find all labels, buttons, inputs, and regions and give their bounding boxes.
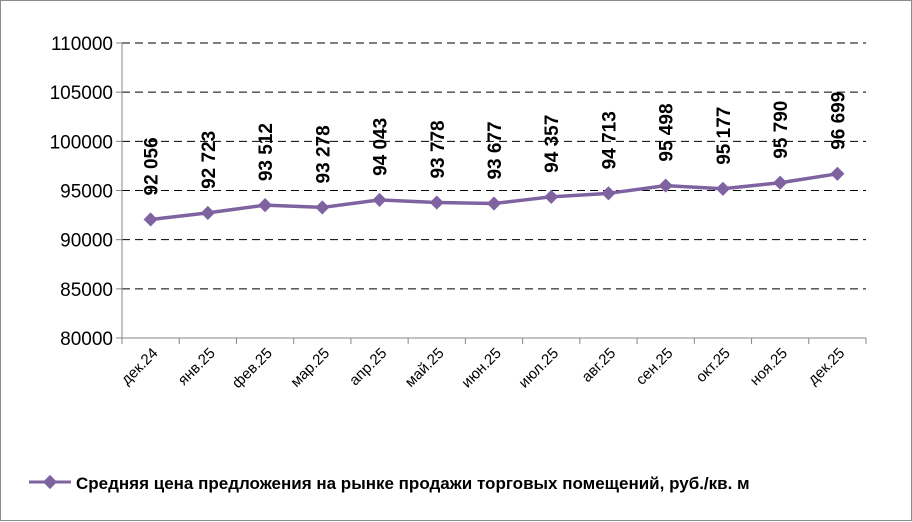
data-label: 94 043 [371, 118, 392, 176]
data-label: 96 699 [828, 92, 849, 150]
y-tick-label: 105000 [50, 83, 113, 104]
data-label: 93 512 [256, 123, 277, 181]
x-tick-label: окт.25 [693, 345, 734, 386]
data-point-marker [372, 192, 387, 207]
x-tick-label: сен.25 [633, 345, 677, 389]
data-label: 95 177 [714, 107, 735, 165]
data-label: 93 278 [313, 125, 334, 183]
x-axis: дек.24 янв.25 фев.25 мар.25 апр.25 май.25 июн.… [118, 337, 867, 392]
data-point-marker [773, 175, 788, 190]
y-tick-label: 90000 [60, 231, 113, 252]
y-tick-label: 100000 [50, 132, 113, 153]
data-point-marker [544, 189, 559, 204]
data-label: 94 713 [599, 111, 620, 169]
x-tick-label: ноя.25 [747, 345, 791, 389]
data-point-marker [315, 200, 330, 215]
x-tick-label: июл.25 [515, 345, 562, 392]
x-tick-label: дек.24 [118, 345, 161, 388]
legend: Средняя цена предложения на рынке продаж… [29, 474, 750, 493]
data-point-marker [143, 212, 158, 227]
legend-diamond-marker [42, 474, 58, 490]
data-labels: 92 056 92 723 93 512 93 278 94 043 93 778 93 6… [142, 92, 850, 196]
data-point-marker [258, 198, 273, 213]
legend-label: Средняя цена предложения на рынке продаж… [76, 474, 750, 493]
data-label: 92 056 [142, 137, 163, 195]
data-point-marker [658, 178, 673, 193]
y-axis: 80000 85000 90000 95000 100000 105000 110000 [50, 34, 123, 350]
gridlines [122, 42, 866, 290]
data-point-marker [830, 166, 845, 181]
x-tick-label: июн.25 [458, 345, 505, 392]
y-tick-label: 95000 [60, 182, 113, 203]
x-tick-label: дек.25 [805, 345, 848, 388]
data-point-marker [601, 186, 616, 201]
data-point-marker [429, 195, 444, 210]
x-tick-label: янв.25 [175, 345, 219, 389]
data-label: 95 790 [771, 101, 792, 159]
data-label: 93 778 [428, 120, 449, 178]
y-tick-label: 85000 [60, 280, 113, 301]
data-point-marker [715, 181, 730, 196]
data-label: 95 498 [657, 103, 678, 161]
x-tick-label: фев.25 [229, 345, 276, 392]
series-line [143, 166, 845, 227]
data-label: 93 677 [485, 121, 506, 179]
y-tick-label: 80000 [60, 329, 113, 350]
x-tick-label: авг.25 [578, 345, 619, 386]
data-point-marker [486, 196, 502, 211]
x-tick-label: мар.25 [287, 345, 333, 391]
data-point-marker [200, 205, 215, 220]
x-tick-label: май.25 [402, 345, 448, 391]
y-tick-label: 110000 [51, 34, 113, 55]
x-tick-label: апр.25 [346, 345, 390, 389]
data-label: 92 723 [199, 131, 220, 189]
data-label: 94 357 [542, 115, 563, 173]
